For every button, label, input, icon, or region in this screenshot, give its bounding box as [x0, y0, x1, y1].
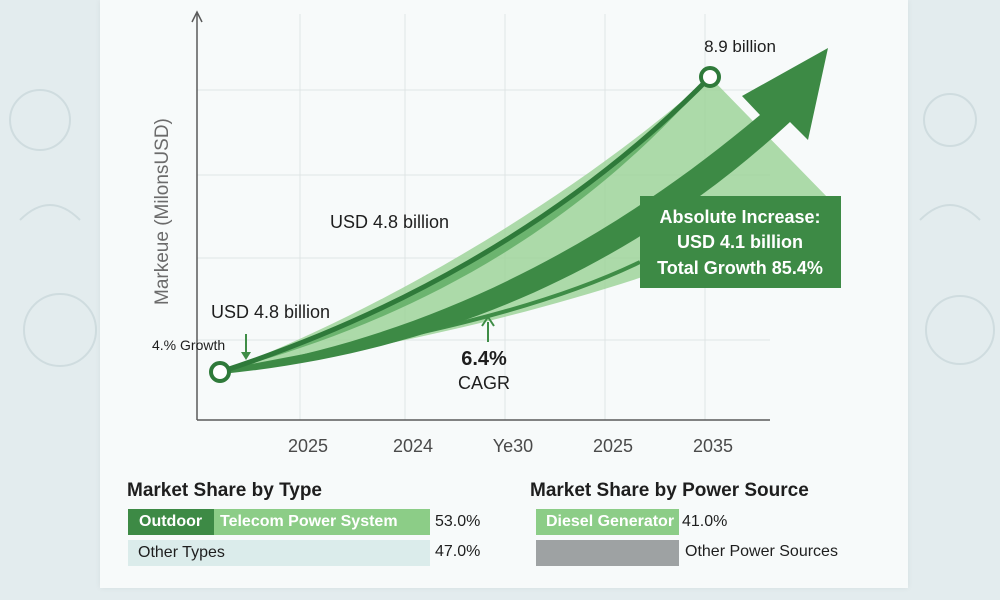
cagr-pointer-head: [481, 315, 495, 327]
callout-line1: Absolute Increase:: [659, 207, 820, 227]
power-bar-row-2: [536, 540, 679, 566]
cagr-label: CAGR: [458, 373, 510, 393]
type-bar-seg-light: [214, 509, 430, 535]
callout-line2: USD 4.1 billion: [677, 232, 803, 252]
type-row1-label-a: Outdoor: [139, 513, 203, 530]
x-tick-labels: 2025 2024 Ye30 2025 2035: [288, 436, 733, 456]
power-row1-label: Diesel Generator: [546, 513, 675, 530]
power-bar-row-1: Diesel Generator: [536, 509, 679, 535]
power-bar-seg-diesel: [536, 509, 679, 535]
growth-chart: Markeue (MilonsUSD) 2025 2024 Ye30 2025 2035…: [152, 10, 841, 456]
x-tick-label: 2025: [593, 436, 633, 456]
growth-band-light: [220, 77, 830, 372]
type-row2-label: Other Types: [138, 544, 225, 561]
x-tick-label: 2035: [693, 436, 733, 456]
power-row2-label: Other Power Sources: [685, 543, 838, 560]
start-growth-label: 4.% Growth: [152, 337, 225, 353]
type-row1-value: 53.0%: [435, 513, 481, 530]
mid-label: USD 4.8 billion: [330, 212, 449, 232]
type-bar-row-2: Other Types: [128, 540, 430, 566]
type-bar-seg-other: [128, 540, 430, 566]
type-row2-value: 47.0%: [435, 543, 481, 560]
x-tick-label: Ye30: [493, 436, 533, 456]
data-point-end: [699, 66, 721, 88]
callout-line3: Total Growth 85.4%: [657, 258, 823, 278]
y-axis-label: Markeue (MilonsUSD): [152, 118, 173, 305]
x-tick-label: 2024: [393, 436, 433, 456]
y-axis-arrow: [191, 10, 203, 23]
power-row1-value: 41.0%: [682, 513, 728, 530]
cagr-value: 6.4%: [461, 348, 507, 370]
power-bar-seg-other: [536, 540, 679, 566]
data-point-start: [209, 361, 231, 383]
type-bar-seg-dark: [128, 509, 214, 535]
x-tick-label: 2025: [288, 436, 328, 456]
type-bar-row-1: Outdoor Telecom Power System: [128, 509, 430, 535]
start-growth-pointer-head: [241, 352, 251, 360]
start-point-label: USD 4.8 billion: [211, 302, 330, 322]
series-line: [219, 75, 712, 375]
market-share-type-title: Market Share by Type: [127, 480, 323, 501]
type-row1-label-b: Telecom Power System: [220, 513, 398, 530]
market-share-power-title: Market Share by Power Source: [530, 480, 809, 501]
callout-box: [640, 196, 841, 288]
end-point-label: 8.9 billion: [704, 37, 776, 56]
